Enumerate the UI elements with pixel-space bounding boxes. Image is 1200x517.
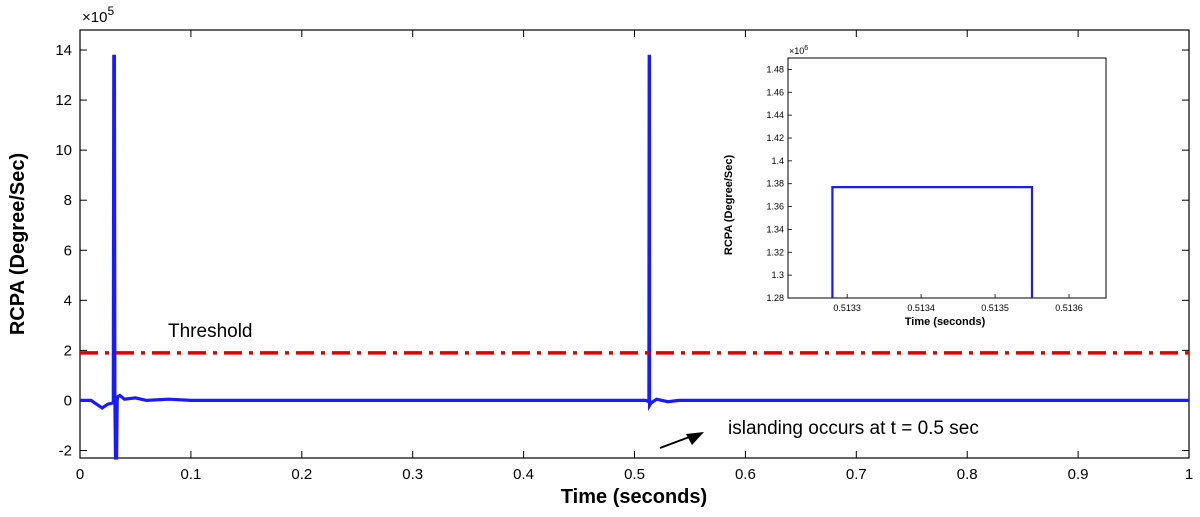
inset-x-tick-label-1: 0.5134 <box>907 303 935 313</box>
inset-y-tick-label-8: 1.44 <box>766 110 784 120</box>
x-tick-label-1: 0.1 <box>180 466 201 483</box>
y-tick-label-1: 0 <box>64 392 72 409</box>
inset-y-tick-label-6: 1.4 <box>771 156 784 166</box>
inset-x-tick-label-3: 0.5136 <box>1055 303 1083 313</box>
inset-series-line-rcpa <box>831 186 1034 298</box>
inset-y-axis-label: RCPA (Degree/Sec) <box>723 155 735 256</box>
main-series <box>80 54 1189 460</box>
y-tick-label-5: 8 <box>64 192 72 209</box>
inset-y-tick-label-10: 1.48 <box>766 64 784 74</box>
islanding-arrow <box>659 432 704 449</box>
x-tick-label-8: 0.8 <box>957 466 978 483</box>
main-ticks: 0 0.1 0.2 0.3 0.4 0.5 0.6 0.7 0.8 0.9 1-2024681012… <box>55 30 1193 483</box>
inset-y-tick-label-7: 1.42 <box>766 133 784 143</box>
y-multiplier: ×105 <box>82 4 114 26</box>
inset-background <box>788 58 1106 298</box>
inset-x-tick-label-2: 0.5135 <box>981 303 1009 313</box>
inset-y-tick-label-3: 1.34 <box>766 224 784 234</box>
x-tick-label-10: 1 <box>1185 466 1193 483</box>
y-tick-label-7: 12 <box>55 92 72 109</box>
x-tick-label-3: 0.3 <box>402 466 423 483</box>
y-tick-label-0: -2 <box>59 442 72 459</box>
y-tick-label-2: 2 <box>64 342 72 359</box>
x-axis-label: Time (seconds) <box>561 486 707 508</box>
inset-plot-frame <box>787 57 1107 299</box>
inset-y-tick-label-5: 1.38 <box>766 179 784 189</box>
inset-y-tick-label-0: 1.28 <box>766 293 784 303</box>
inset-x-axis-label: Time (seconds) <box>905 316 986 328</box>
y-tick-label-6: 10 <box>55 142 72 159</box>
x-tick-label-6: 0.6 <box>735 466 756 483</box>
inset-ticks: 0.5133 0.5134 0.5135 0.5136 1.28 1.3 1.32 1.34 1… <box>766 64 1082 313</box>
y-tick-label-3: 4 <box>64 292 72 309</box>
x-tick-label-2: 0.2 <box>291 466 312 483</box>
x-tick-label-4: 0.4 <box>513 466 534 483</box>
inset-y-tick-label-1: 1.3 <box>771 270 784 280</box>
x-tick-label-0: 0 <box>76 466 84 483</box>
inset-y-tick-label-4: 1.36 <box>766 202 784 212</box>
y-tick-label-4: 6 <box>64 242 72 259</box>
x-tick-label-9: 0.9 <box>1068 466 1089 483</box>
y-tick-label-8: 14 <box>55 42 72 59</box>
inset-y-multiplier-exponent: 6 <box>804 45 808 52</box>
inset-series <box>831 186 1034 298</box>
threshold-label: Threshold <box>168 321 253 342</box>
inset-x-tick-label-0: 0.5133 <box>833 303 861 313</box>
islanding-annotation: islanding occurs at t = 0.5 sec <box>728 418 979 439</box>
series-line-rcpa <box>80 54 1189 460</box>
inset-y-multiplier: ×106 <box>789 45 808 56</box>
y-axis-label: RCPA (Degree/Sec) <box>7 153 29 335</box>
y-multiplier-exponent: 5 <box>107 4 114 18</box>
x-tick-label-7: 0.7 <box>846 466 867 483</box>
inset-y-tick-label-9: 1.46 <box>766 87 784 97</box>
inset-y-tick-label-2: 1.32 <box>766 247 784 257</box>
x-tick-label-5: 0.5 <box>624 466 645 483</box>
